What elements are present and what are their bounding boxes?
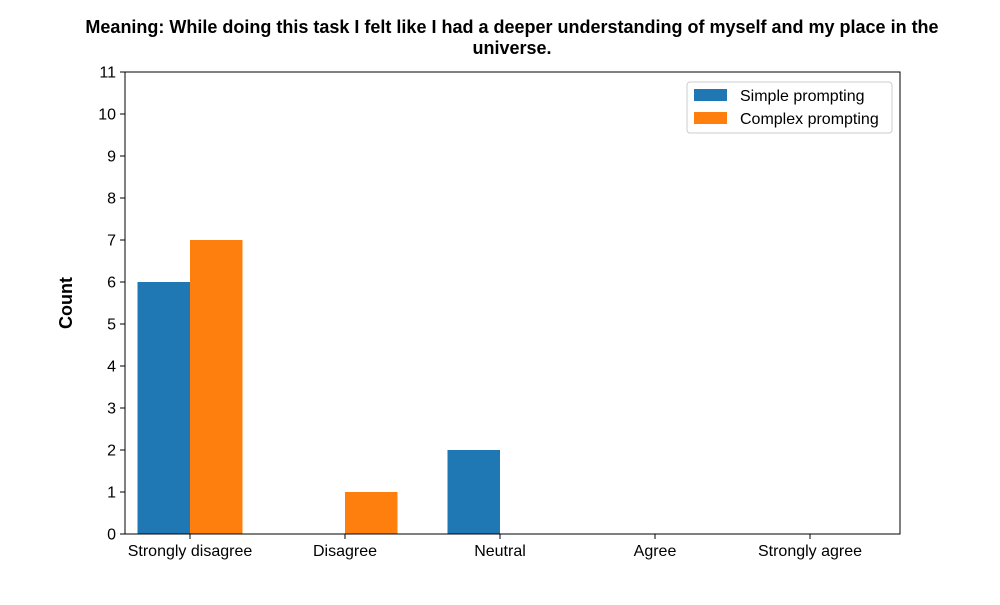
x-tick-label: Disagree — [313, 543, 377, 560]
y-axis-label: Count — [56, 277, 76, 329]
y-tick-label: 6 — [107, 275, 116, 292]
y-tick-label: 9 — [107, 149, 116, 166]
legend-label: Simple prompting — [740, 88, 865, 105]
x-axis-ticks: Strongly disagree Disagree Neutral Agree Str… — [128, 534, 862, 560]
legend-swatch — [694, 112, 727, 124]
legend-frame — [686, 81, 893, 134]
y-axis-ticks: 0 1 2 3 4 5 6 7 8 9 10 11 — [98, 65, 125, 544]
y-tick-label: 2 — [107, 443, 116, 460]
y-tick-label: 11 — [99, 65, 116, 82]
y-tick-label: 7 — [107, 233, 116, 250]
bar-simple-prompting — [137, 282, 190, 534]
plot-frame — [124, 71, 901, 535]
y-tick-label: 0 — [107, 527, 116, 544]
x-tick-label: Neutral — [474, 543, 526, 560]
chart-title: Meaning: While doing this task I felt li… — [85, 17, 938, 58]
chart-title-line-1: Meaning: While doing this task I felt li… — [85, 17, 938, 37]
x-tick-label: Strongly disagree — [128, 543, 253, 560]
bar-simple-prompting — [447, 450, 500, 534]
bar-complex-prompting — [345, 492, 398, 534]
y-tick-label: 1 — [107, 485, 116, 502]
bar-complex-prompting — [190, 240, 243, 534]
legend: Simple prompting Complex prompting — [686, 81, 893, 134]
x-tick-label: Agree — [634, 543, 677, 560]
legend-label: Complex prompting — [740, 111, 879, 128]
y-tick-label: 4 — [107, 359, 116, 376]
legend-swatch — [694, 89, 727, 101]
x-tick-label: Strongly agree — [758, 543, 862, 560]
bars-group — [137, 240, 500, 534]
y-tick-label: 3 — [107, 401, 116, 418]
chart-title-line-2: universe. — [472, 38, 551, 58]
y-tick-label: 5 — [107, 317, 116, 334]
y-tick-label: 8 — [107, 191, 116, 208]
y-tick-label: 10 — [98, 107, 116, 124]
